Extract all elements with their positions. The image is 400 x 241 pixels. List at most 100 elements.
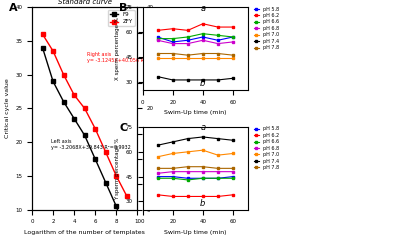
pH 5.8 — [200, 35, 205, 38]
Text: A: A — [9, 3, 18, 13]
pH 6.6 — [230, 177, 235, 180]
pH 7.4 — [230, 139, 235, 142]
pH 7.8 — [185, 165, 190, 168]
pH 7.0 — [170, 152, 175, 155]
pH 6.6 — [170, 177, 175, 180]
pH 5.8 — [185, 177, 190, 180]
pH 6.6 — [230, 35, 235, 38]
pH 6.2 — [216, 195, 220, 198]
pH 6.2 — [185, 29, 190, 32]
Y-axis label: Y sperm percentage %: Y sperm percentage % — [115, 137, 120, 200]
Line: pH 6.6: pH 6.6 — [156, 32, 234, 40]
Line: pH 7.4: pH 7.4 — [156, 75, 234, 81]
pH 7.4 — [185, 137, 190, 140]
pH 6.8 — [230, 40, 235, 43]
pH 5.8 — [230, 175, 235, 178]
pH 7.8 — [200, 52, 205, 55]
Title: Standard curve: Standard curve — [58, 0, 112, 6]
pH 5.8 — [230, 35, 235, 38]
pH 7.4 — [170, 79, 175, 81]
pH 6.6 — [170, 37, 175, 40]
pH 7.4 — [170, 141, 175, 143]
pH 6.8 — [216, 42, 220, 45]
pH 6.8 — [170, 170, 175, 173]
pH 6.8 — [185, 170, 190, 173]
pH 6.2 — [155, 29, 160, 32]
Y-axis label: Critical cycle value: Critical cycle value — [5, 79, 10, 138]
pH 7.8 — [216, 167, 220, 170]
Line: pH 7.0: pH 7.0 — [156, 57, 234, 60]
Line: ZFY: ZFY — [40, 32, 129, 198]
pH 6.6 — [200, 32, 205, 35]
pH 6.2 — [185, 195, 190, 198]
F9 — [61, 100, 66, 103]
pH 6.6 — [155, 37, 160, 40]
pH 7.4 — [216, 79, 220, 81]
Line: F9: F9 — [40, 46, 129, 239]
pH 6.6 — [185, 35, 190, 38]
pH 7.0 — [216, 57, 220, 60]
pH 7.0 — [185, 150, 190, 153]
pH 5.8 — [155, 35, 160, 38]
pH 7.4 — [155, 144, 160, 147]
pH 5.8 — [170, 175, 175, 178]
pH 6.8 — [216, 170, 220, 173]
pH 7.4 — [200, 135, 205, 138]
pH 6.6 — [185, 179, 190, 181]
pH 7.0 — [216, 154, 220, 157]
pH 6.8 — [230, 170, 235, 173]
ZFY — [93, 127, 98, 130]
F9 — [103, 181, 108, 184]
Line: pH 7.4: pH 7.4 — [156, 136, 234, 147]
pH 6.2 — [170, 195, 175, 198]
Line: pH 6.6: pH 6.6 — [156, 177, 234, 181]
Line: pH 6.8: pH 6.8 — [156, 170, 234, 175]
pH 6.8 — [200, 170, 205, 173]
pH 5.8 — [185, 39, 190, 42]
pH 7.4 — [230, 77, 235, 80]
F9 — [40, 46, 45, 49]
pH 7.4 — [216, 137, 220, 140]
pH 6.2 — [200, 22, 205, 25]
pH 6.2 — [216, 26, 220, 28]
pH 6.8 — [170, 42, 175, 45]
Text: Left axis
y= -3.2068X+39.843 R²=0.9932: Left axis y= -3.2068X+39.843 R²=0.9932 — [51, 139, 131, 150]
pH 7.8 — [155, 167, 160, 170]
Line: pH 5.8: pH 5.8 — [156, 175, 234, 180]
pH 6.8 — [185, 42, 190, 45]
X-axis label: Logarithm of the number of templates: Logarithm of the number of templates — [24, 230, 145, 235]
pH 6.2 — [200, 195, 205, 198]
Legend: pH 5.8, pH 6.2, pH 6.6, pH 6.8, pH 7.0, pH 7.4, pH 7.8: pH 5.8, pH 6.2, pH 6.6, pH 6.8, pH 7.0, … — [252, 6, 280, 51]
pH 6.8 — [155, 172, 160, 175]
pH 7.8 — [230, 54, 235, 57]
Line: pH 5.8: pH 5.8 — [156, 36, 234, 43]
ZFY — [51, 50, 56, 53]
pH 7.4 — [200, 79, 205, 81]
Line: pH 6.8: pH 6.8 — [156, 39, 234, 45]
pH 7.8 — [170, 52, 175, 55]
Text: a: a — [200, 123, 206, 132]
pH 6.8 — [200, 39, 205, 42]
F9 — [93, 158, 98, 161]
pH 7.0 — [155, 155, 160, 158]
pH 7.0 — [230, 57, 235, 60]
pH 6.8 — [155, 39, 160, 42]
pH 7.4 — [185, 79, 190, 81]
ZFY — [103, 151, 108, 154]
pH 6.2 — [170, 27, 175, 30]
pH 6.6 — [200, 177, 205, 180]
pH 6.6 — [216, 34, 220, 37]
pH 7.0 — [200, 57, 205, 60]
pH 5.8 — [200, 177, 205, 180]
F9 — [124, 235, 129, 238]
Line: pH 6.2: pH 6.2 — [156, 194, 234, 198]
pH 7.0 — [230, 152, 235, 155]
Text: B: B — [120, 3, 128, 13]
pH 7.0 — [170, 57, 175, 60]
pH 5.8 — [155, 175, 160, 178]
pH 6.2 — [155, 193, 160, 196]
Text: Right axis
y= -3.1245X+40.056 R²=0.9967: Right axis y= -3.1245X+40.056 R²=0.9967 — [87, 52, 167, 63]
Line: pH 6.2: pH 6.2 — [156, 22, 234, 32]
Line: pH 7.0: pH 7.0 — [156, 149, 234, 158]
pH 7.0 — [200, 149, 205, 152]
